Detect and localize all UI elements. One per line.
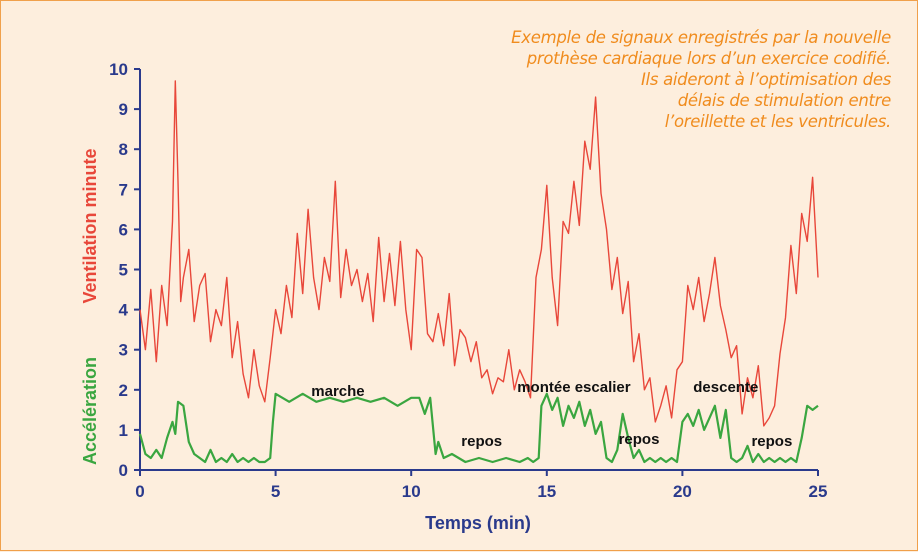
caption-line-2: prothèse cardiaque lors d’un exercice co… xyxy=(526,49,892,68)
y-tick-label: 4 xyxy=(119,301,129,320)
x-tick-label: 20 xyxy=(673,482,692,501)
figure-caption: Exemple de signaux enregistrés par la no… xyxy=(471,27,891,132)
y-tick-label: 3 xyxy=(119,341,128,360)
caption-line-4: délais de stimulation entre xyxy=(677,91,892,110)
x-tick-label: 25 xyxy=(809,482,828,501)
x-tick-label: 0 xyxy=(135,482,144,501)
acceleration-series-line xyxy=(138,392,819,464)
phase-annotation: marche xyxy=(311,383,364,400)
x-tick-label: 10 xyxy=(402,482,421,501)
phase-annotation: repos xyxy=(751,433,792,450)
y-tick-label: 2 xyxy=(119,381,128,400)
phase-annotation: montée escalier xyxy=(517,379,631,396)
y-axis-label-ventilation: Ventilation minute xyxy=(80,148,100,303)
phase-annotation: repos xyxy=(619,431,660,448)
y-tick-label: 6 xyxy=(119,220,128,239)
y-tick-label: 9 xyxy=(119,100,128,119)
y-tick-label: 5 xyxy=(119,261,128,280)
x-axis-label: Temps (min) xyxy=(425,513,531,533)
x-tick-label: 5 xyxy=(271,482,280,501)
phase-annotation: repos xyxy=(461,433,502,450)
annotations: marche repos montée escalier repos descente r… xyxy=(311,379,792,450)
ventilation-series-line xyxy=(139,80,819,427)
y-tick-label: 0 xyxy=(119,461,128,480)
caption-line-5: l’oreillette et les ventricules. xyxy=(664,112,892,131)
x-tick-label: 15 xyxy=(537,482,556,501)
y-tick-label: 7 xyxy=(119,180,128,199)
phase-annotation: descente xyxy=(693,379,758,396)
caption-line-3: Ils aideront à l’optimisation des xyxy=(640,70,891,89)
series xyxy=(138,80,819,464)
axes: 0 1 2 3 4 5 6 7 8 9 10 0 5 10 15 20 25 xyxy=(109,60,827,501)
y-tick-label: 1 xyxy=(119,421,128,440)
y-tick-label: 10 xyxy=(109,60,128,79)
caption-line-1: Exemple de signaux enregistrés par la no… xyxy=(511,28,891,47)
y-tick-label: 8 xyxy=(119,140,128,159)
y-axis-label-acceleration: Accélération xyxy=(80,357,100,465)
